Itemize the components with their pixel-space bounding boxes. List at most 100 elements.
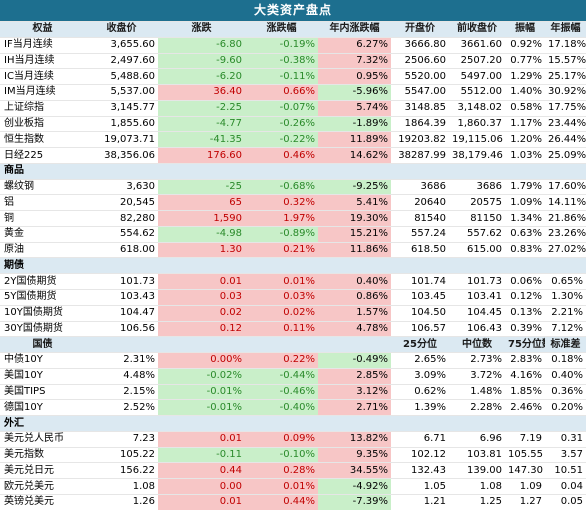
table-row: 5Y国债期货 103.43 0.03 0.03% 0.86% 103.45 103.41 0.… [0, 289, 586, 306]
value-cell: 0.18% [545, 352, 586, 369]
value-cell: -0.10% [245, 446, 318, 463]
table-row: 德国10Y 2.52% -0.01% -0.40% 2.71% 1.39% 2.28% 2.4… [0, 399, 586, 416]
column-header: 权益 [0, 21, 85, 38]
value-cell: 65 [158, 194, 245, 211]
value-cell: -9.25% [318, 178, 391, 195]
value-cell: 9.35% [318, 446, 391, 463]
value-cell: 1.40% [505, 84, 545, 101]
value-cell: 1.85% [505, 383, 545, 400]
value-cell: 15.57% [545, 52, 586, 69]
value-cell: 0.36% [545, 383, 586, 400]
value-cell: 147.30 [505, 462, 545, 479]
value-cell: 557.62 [449, 225, 505, 243]
table-row: 螺纹钢 3,630 -25 -0.68% -9.25% 3686 3686 1.79% 17.6… [0, 178, 586, 195]
value-cell: 0.40% [545, 367, 586, 385]
value-cell: 1.09% [505, 194, 545, 211]
value-cell: 1.17% [505, 115, 545, 132]
value-cell: -0.11 [158, 446, 245, 463]
value-cell: 132.43 [391, 462, 449, 479]
value-cell: 618.00 [85, 241, 158, 258]
value-cell: 0.12 [158, 320, 245, 337]
value-cell: 6.96 [449, 430, 505, 448]
value-cell: 10.51 [545, 462, 586, 479]
value-cell: 82,280 [85, 210, 158, 227]
value-cell: 2.46% [505, 399, 545, 416]
value-cell: 101.73 [85, 273, 158, 290]
column-header [245, 336, 318, 353]
value-cell: -0.01% [158, 399, 245, 416]
section-row: 期债 [0, 257, 586, 274]
value-cell: 7.23 [85, 430, 158, 448]
value-cell: 3,148.02 [449, 99, 505, 117]
value-cell: 557.24 [391, 225, 449, 243]
value-cell: 0.05 [545, 493, 586, 510]
value-cell: 0.46% [245, 147, 318, 164]
asset-name: 美元指数 [0, 446, 85, 463]
value-cell: 101.74 [391, 273, 449, 290]
asset-name: 英镑兑美元 [0, 493, 85, 510]
value-cell: 615.00 [449, 241, 505, 258]
value-cell: 0.40% [318, 273, 391, 290]
value-cell: 2.73% [449, 352, 505, 369]
asset-table: 权益 收盘价 涨跌 涨跌幅 年内涨跌幅 开盘价 前收盘价 振幅 年振幅 IF当月连续 3,655.6… [0, 21, 586, 510]
value-cell: -0.01% [158, 383, 245, 400]
value-cell: 0.13% [505, 304, 545, 322]
section-filler [158, 162, 245, 180]
value-cell: 0.01 [158, 430, 245, 448]
asset-name: 美元兑人民币 [0, 430, 85, 448]
section-row: 商品 [0, 162, 586, 180]
value-cell: 38,356.06 [85, 147, 158, 164]
value-cell: 0.11% [245, 320, 318, 337]
value-cell: 0.31 [545, 430, 586, 448]
column-header: 年内涨跌幅 [318, 21, 391, 38]
table-row: 铝 20,545 65 0.32% 5.41% 20640 20575 1.09% 14.11% [0, 194, 586, 211]
table-row: IM当月连续 5,537.00 36.40 0.66% -5.96% 5547.00 551… [0, 84, 586, 101]
column-header [318, 336, 391, 353]
asset-name: 创业板指 [0, 115, 85, 132]
value-cell: 4.16% [505, 367, 545, 385]
value-cell: -2.25 [158, 99, 245, 117]
value-cell: 104.45 [449, 304, 505, 322]
table-row: 欧元兑美元 1.08 0.00 0.01% -4.92% 1.05 1.08 1.09 0.04 [0, 478, 586, 495]
value-cell: 3661.60 [449, 36, 505, 54]
value-cell: 1.39% [391, 399, 449, 416]
table-row: 恒生指数 19,073.71 -41.35 -0.22% 11.89% 19203.82 1… [0, 131, 586, 148]
value-cell: -6.20 [158, 68, 245, 85]
value-cell: 0.00% [158, 352, 245, 369]
value-cell: 1.97% [245, 210, 318, 227]
section-filler [505, 162, 545, 180]
value-cell: 3686 [449, 178, 505, 195]
section-filler [505, 415, 545, 432]
value-cell: 17.18% [545, 36, 586, 54]
section-row: 外汇 [0, 415, 586, 432]
value-cell: 0.92% [505, 36, 545, 54]
value-cell: 36.40 [158, 84, 245, 101]
value-cell: -5.96% [318, 84, 391, 101]
asset-name: 铜 [0, 210, 85, 227]
value-cell: -1.89% [318, 115, 391, 132]
value-cell: 25.17% [545, 68, 586, 85]
value-cell: 0.02 [158, 304, 245, 322]
value-cell: 1,590 [158, 210, 245, 227]
asset-name: 德国10Y [0, 399, 85, 416]
value-cell: 25.09% [545, 147, 586, 164]
value-cell: 13.82% [318, 430, 391, 448]
value-cell: -6.80 [158, 36, 245, 54]
value-cell: 1.48% [449, 383, 505, 400]
value-cell: -0.11% [245, 68, 318, 85]
value-cell: 1.27 [505, 493, 545, 510]
value-cell: 3.72% [449, 367, 505, 385]
value-cell: 2.83% [505, 352, 545, 369]
value-cell: 2.28% [449, 399, 505, 416]
section-filler [545, 162, 586, 180]
value-cell: 0.65% [545, 273, 586, 290]
value-cell: 1.21 [391, 493, 449, 510]
column-header: 涨跌幅 [245, 21, 318, 38]
value-cell: 5,537.00 [85, 84, 158, 101]
value-cell: 3,655.60 [85, 36, 158, 54]
section-filler [449, 257, 505, 274]
value-cell: 2.21% [545, 304, 586, 322]
value-cell: 7.19 [505, 430, 545, 448]
value-cell: 1864.39 [391, 115, 449, 132]
